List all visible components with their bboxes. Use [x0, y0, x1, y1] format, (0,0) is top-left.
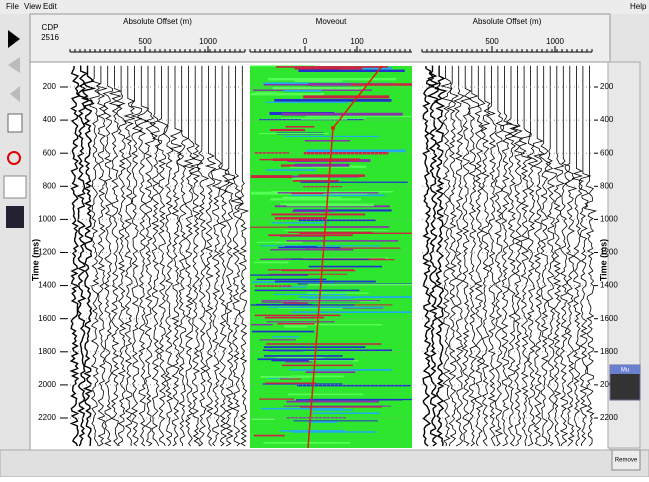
remove-label[interactable]: Remove	[615, 458, 638, 464]
time-tick-label: 600	[43, 148, 57, 157]
time-tick-label: 200	[43, 82, 57, 91]
time-tick-label: 1600	[38, 314, 56, 323]
panel-title: Absolute Offset (m)	[123, 17, 192, 26]
cdp-value: 2516	[41, 33, 59, 42]
time-tick-label: 1800	[600, 347, 618, 356]
time-tick-label: 400	[600, 115, 614, 124]
time-tick-label: 1400	[600, 281, 618, 290]
mini-window: Mu	[610, 365, 640, 400]
menu-view[interactable]: View	[24, 2, 41, 11]
menu-file[interactable]: File	[6, 2, 19, 11]
cdp-label: CDP	[42, 23, 59, 32]
time-axis-label: Time (ms)	[598, 239, 608, 281]
offset-tick-label: 500	[485, 37, 499, 46]
dxdt-tool[interactable]	[4, 176, 26, 198]
offset-tick-label: 1000	[546, 37, 564, 46]
status-bar	[0, 450, 649, 477]
time-tick-label: 1200	[600, 248, 618, 257]
panel-title: Moveout	[316, 17, 347, 26]
time-tick-label: 1200	[38, 248, 56, 257]
menu-bar	[0, 0, 649, 14]
app-window: File View Edit Help CDP 2516 Absolute Of…	[0, 0, 649, 477]
trace-tool[interactable]	[8, 114, 22, 132]
moveout-pick	[331, 126, 335, 130]
semblance-panel	[250, 66, 412, 448]
time-tick-label: 2200	[38, 413, 56, 422]
panel-title: Absolute Offset (m)	[473, 17, 542, 26]
offset-tick-label: 1000	[199, 37, 217, 46]
time-tick-label: 1800	[38, 347, 56, 356]
time-tick-label: 1600	[600, 314, 618, 323]
time-tick-label: 200	[600, 82, 614, 91]
time-tick-label: 800	[43, 181, 57, 190]
page: File View Edit Help CDP 2516 Absolute Of…	[0, 0, 649, 477]
color-tool[interactable]	[6, 206, 24, 228]
time-tick-label: 800	[600, 181, 614, 190]
offset-tick-label: 0	[303, 37, 308, 46]
time-tick-label: 1000	[38, 215, 56, 224]
time-tick-label: 2200	[600, 413, 618, 422]
time-tick-label: 400	[43, 115, 57, 124]
time-tick-label: 1000	[600, 215, 618, 224]
menu-edit[interactable]: Edit	[43, 2, 58, 11]
offset-tick-label: 100	[350, 37, 364, 46]
time-tick-label: 1400	[38, 281, 56, 290]
mini-window-title: Mu	[621, 368, 629, 374]
time-axis-label: Time (ms)	[30, 239, 40, 281]
offset-tick-label: 500	[138, 37, 152, 46]
menu-help[interactable]: Help	[630, 2, 647, 11]
time-tick-label: 2000	[38, 380, 56, 389]
time-tick-label: 600	[600, 148, 614, 157]
